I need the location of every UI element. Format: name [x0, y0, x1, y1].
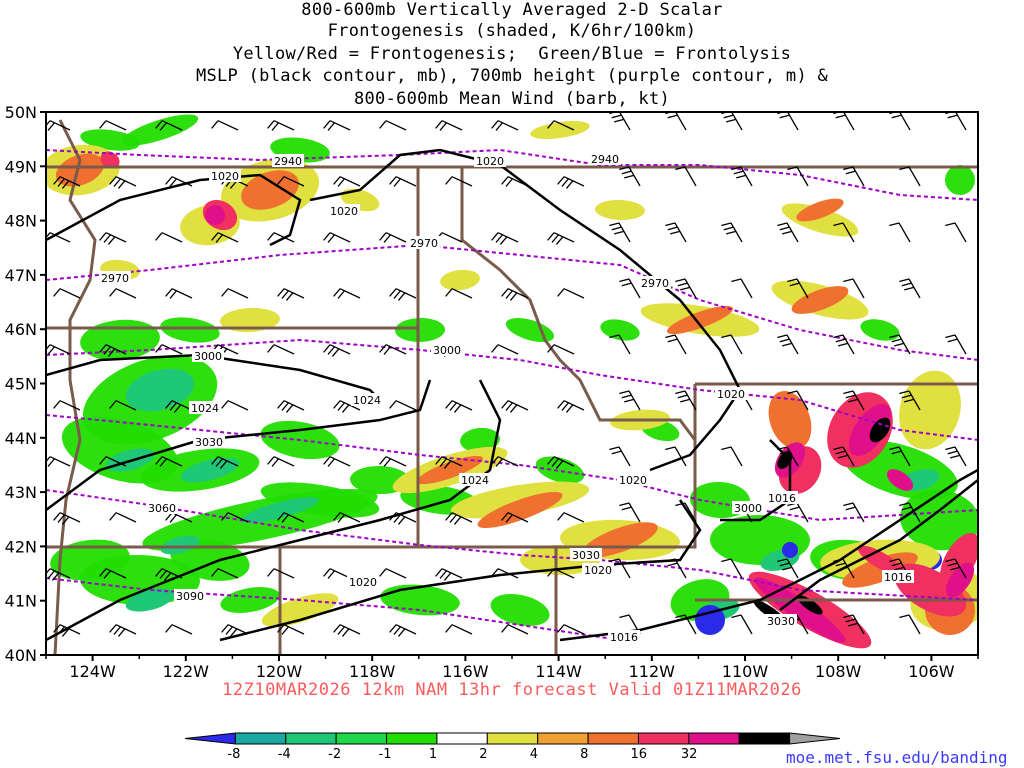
lat-tick-label: 44N	[5, 429, 37, 448]
colorbar-swatch	[738, 732, 791, 745]
height-label: 2970	[101, 272, 129, 285]
lat-tick-label: 47N	[5, 266, 37, 285]
state-borders	[46, 119, 978, 655]
mslp-label: 1024	[461, 474, 489, 487]
colorbar-level-label: -1	[378, 747, 392, 762]
forecast-valid-label: 12Z10MAR2026 12km NAM 13hr forecast Vali…	[222, 680, 802, 700]
colorbar-swatch	[789, 732, 841, 745]
mslp-label: 1020	[211, 170, 239, 183]
colorbar-level-label: 2	[479, 747, 488, 762]
credit-url: moe.met.fsu.edu/banding	[786, 748, 1008, 767]
colorbar-swatch	[335, 732, 388, 745]
mslp-label: 1024	[191, 402, 219, 415]
lat-tick-label: 43N	[5, 483, 37, 502]
mslp-label: 1016	[610, 631, 638, 644]
height-label: 2970	[410, 237, 438, 250]
lon-tick-label: 114W	[535, 662, 582, 681]
colorbar-swatch	[637, 732, 690, 745]
colorbar	[184, 732, 841, 745]
height-label: 3000	[433, 344, 461, 357]
title-line-3: Yellow/Red = Frontogenesis; Green/Blue =…	[232, 44, 792, 64]
colorbar-level-label: 4	[529, 747, 538, 762]
colorbar-swatch	[285, 732, 337, 745]
height-label: 2940	[274, 155, 302, 168]
mslp-label: 1020	[584, 564, 612, 577]
colorbar-level-label: 8	[580, 747, 589, 762]
colorbar-swatch	[486, 732, 539, 745]
map-axes: 50N 49N 48N 47N 46N 45N 44N 43N 42N 41N 40N 124W 122…	[5, 103, 979, 681]
lat-tick-label: 48N	[5, 212, 37, 231]
colorbar-swatch	[587, 732, 639, 745]
height-contours	[46, 148, 978, 641]
colorbar-level-label: -8	[227, 747, 241, 762]
lon-tick-label: 116W	[442, 662, 489, 681]
colorbar-swatch	[688, 732, 740, 745]
lon-tick-label: 110W	[722, 662, 769, 681]
height-label: 3000	[194, 350, 222, 363]
colorbar-level-label: -4	[277, 747, 291, 762]
mslp-label: 1024	[353, 394, 381, 407]
lon-tick-label: 118W	[349, 662, 396, 681]
mslp-label: 1016	[884, 571, 912, 584]
contour-labels: 1020 1020 1020 1024 1024 1024 1020 1020 1016 1016…	[99, 152, 914, 644]
lon-tick-label: 106W	[908, 662, 955, 681]
colorbar-level-label: 1	[428, 747, 438, 762]
lat-tick-label: 40N	[5, 646, 37, 665]
colorbar-level-label: 16	[630, 747, 647, 762]
lon-tick-label: 120W	[256, 662, 303, 681]
lon-tick-label: 112W	[629, 662, 676, 681]
height-label: 3030	[195, 436, 223, 449]
mslp-label: 1016	[768, 492, 796, 505]
lat-tick-label: 49N	[5, 157, 37, 176]
title-line-1: 800-600mb Vertically Averaged 2-D Scalar	[301, 0, 723, 20]
height-label: 3090	[176, 590, 204, 603]
title-line-2: Frontogenesis (shaded, K/6hr/100km)	[327, 21, 697, 41]
colorbar-level-label: 32	[680, 747, 698, 762]
colorbar-level-label: -2	[328, 747, 342, 762]
lat-tick-label: 42N	[5, 537, 37, 556]
map-plot-area: 1020 1020 1020 1024 1024 1024 1020 1020 1016 1016…	[46, 112, 978, 655]
lat-tick-label: 46N	[5, 320, 37, 339]
mslp-label: 1020	[619, 474, 647, 487]
colorbar-swatch	[436, 732, 488, 745]
lat-tick-label: 41N	[5, 592, 37, 611]
height-label: 2940	[591, 153, 619, 166]
lat-tick-label: 50N	[5, 103, 37, 122]
height-label: 3060	[148, 502, 176, 515]
lon-tick-label: 108W	[815, 662, 862, 681]
colorbar-swatch	[537, 732, 589, 745]
title-line-4: MSLP (black contour, mb), 700mb height (…	[195, 66, 829, 86]
height-label: 3030	[767, 615, 795, 628]
mslp-label: 1020	[330, 205, 358, 218]
colorbar-swatch	[386, 732, 438, 745]
mslp-label: 1020	[476, 155, 504, 168]
lat-tick-label: 45N	[5, 375, 37, 394]
colorbar-swatch	[234, 732, 287, 745]
height-label: 3030	[572, 549, 600, 562]
lon-tick-label: 124W	[69, 662, 116, 681]
mslp-label: 1020	[349, 576, 377, 589]
height-label: 3000	[734, 502, 762, 515]
lon-tick-label: 122W	[163, 662, 210, 681]
height-label: 2970	[641, 277, 669, 290]
colorbar-swatch	[184, 732, 236, 745]
title-line-5: 800-600mb Mean Wind (barb, kt)	[353, 89, 671, 109]
mslp-label: 1020	[717, 388, 745, 401]
